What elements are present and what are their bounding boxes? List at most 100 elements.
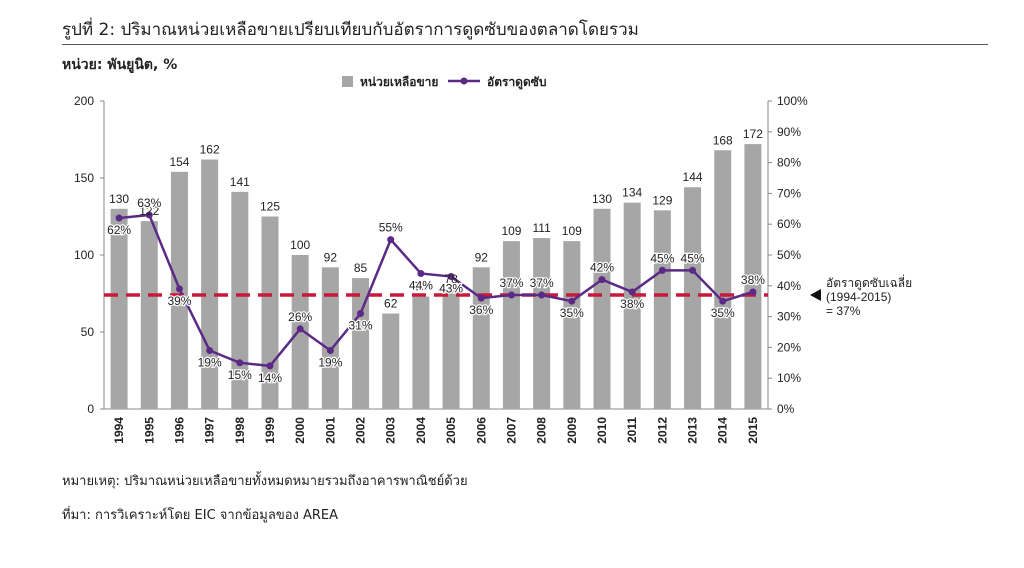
right-tick-label: 20%: [777, 340, 801, 354]
x-tick-label: 2001: [323, 417, 337, 444]
bar-value-label: 78: [444, 272, 458, 286]
bar-value-label: 141: [230, 175, 250, 189]
unit-label: หน่วย: พันยูนิต, %: [62, 57, 178, 73]
x-tick-label: 1998: [233, 417, 247, 444]
bar-2015: [744, 144, 762, 409]
bar-value-label: 122: [139, 204, 159, 218]
bar-2005: [442, 288, 460, 409]
absorption-point-2012: [658, 266, 666, 274]
rate-value-label: 19%: [318, 355, 342, 369]
absorption-point-1996: [175, 285, 183, 293]
bar-value-label: 109: [501, 224, 521, 238]
x-tick-label: 2005: [444, 417, 458, 444]
absorption-point-2003: [387, 236, 395, 244]
absorption-point-1999: [266, 362, 274, 370]
chart-title: รูปที่ 2: ปริมาณหน่วยเหลือขายเปรียบเทียบ…: [62, 20, 639, 40]
bar-value-label: 85: [354, 261, 368, 275]
x-tick-label: 2014: [716, 417, 730, 444]
bar-value-label: 144: [683, 170, 703, 184]
left-tick-label: 150: [74, 171, 94, 185]
x-tick-label: 1997: [203, 417, 217, 444]
rate-value-label: 62%: [107, 223, 131, 237]
absorption-point-2002: [357, 310, 365, 318]
x-tick-label: 1996: [172, 417, 186, 444]
bar-2007: [502, 241, 520, 409]
bar-2013: [684, 187, 702, 409]
bar-value-label: 134: [622, 186, 642, 200]
average-annotation-line: อัตราดูดซับเฉลี่ย: [826, 274, 912, 291]
bar-value-label: 111: [533, 221, 552, 235]
absorption-point-2006: [477, 294, 485, 302]
left-tick-label: 50: [81, 325, 95, 339]
bar-value-label: 92: [475, 250, 489, 264]
average-annotation-line: = 37%: [826, 304, 861, 318]
bar-2009: [563, 241, 581, 409]
rate-value-label: 45%: [681, 251, 705, 265]
absorption-point-1995: [145, 211, 153, 219]
rate-value-label: 35%: [711, 306, 735, 320]
title-divider: [62, 44, 988, 45]
x-tick-label: 1999: [263, 417, 277, 444]
rate-value-label: 37%: [530, 276, 554, 290]
bar-2003: [382, 313, 400, 409]
rate-value-label: 43%: [439, 282, 463, 296]
x-tick-label: 2003: [384, 417, 398, 444]
absorption-rate-line: [118, 213, 754, 368]
bar-2002: [352, 278, 370, 409]
absorption-point-2005: [447, 273, 455, 281]
bar-value-label: 130: [109, 192, 129, 206]
bar-value-label: 100: [290, 238, 310, 252]
x-tick-label: 2012: [655, 417, 669, 444]
rate-value-label: 38%: [741, 273, 765, 287]
absorption-point-2010: [598, 276, 606, 284]
average-annotation-line: (1994-2015): [826, 290, 891, 304]
legend-bar-swatch: [342, 76, 353, 87]
absorption-point-2009: [568, 297, 576, 305]
left-tick-label: 100: [74, 248, 94, 262]
right-tick-label: 100%: [777, 94, 808, 108]
bar-value-label: 168: [713, 133, 733, 147]
bar-value-label: 62: [384, 297, 398, 311]
right-tick-label: 50%: [777, 248, 801, 262]
x-tick-label: 2009: [565, 417, 579, 444]
bar-value-label: 129: [652, 193, 672, 207]
x-tick-label: 2010: [595, 417, 609, 444]
x-tick-label: 2006: [474, 417, 488, 444]
remark-note: หมายเหตุ: ปริมาณหน่วยเหลือขายทั้งหมดหมาย…: [62, 474, 468, 489]
right-tick-label: 30%: [777, 310, 801, 324]
bar-2010: [593, 208, 611, 409]
right-tick-label: 70%: [777, 186, 801, 200]
x-tick-label: 2002: [354, 417, 368, 444]
bar-2014: [714, 150, 732, 409]
bar-value-label: 73: [414, 280, 428, 294]
rate-value-label: 14%: [258, 371, 282, 385]
right-tick-label: 80%: [777, 156, 801, 170]
absorption-point-2000: [296, 325, 304, 333]
x-tick-label: 1994: [112, 417, 126, 444]
rate-value-label: 35%: [560, 306, 584, 320]
bar-value-label: 92: [324, 250, 338, 264]
x-tick-label: 2007: [504, 417, 518, 444]
x-tick-label: 2011: [625, 417, 639, 443]
rate-value-label: 39%: [167, 294, 191, 308]
legend-line-marker: [460, 77, 468, 85]
bar-1998: [231, 191, 249, 409]
bar-1995: [140, 221, 158, 409]
rate-value-label: 15%: [228, 368, 252, 382]
bar-2008: [533, 238, 551, 409]
chart: 0 50 100 150 200 0% 10% 20% 30% 40% 50% 60% 70% 80% 90…: [74, 75, 912, 444]
rate-value-label: 45%: [650, 251, 674, 265]
right-tick-label: 60%: [777, 217, 801, 231]
rate-value-label: 31%: [349, 319, 373, 333]
right-tick-label: 90%: [777, 125, 801, 139]
x-tick-label: 2008: [535, 417, 549, 444]
rate-value-label: 44%: [409, 278, 433, 292]
bar-value-label: 154: [169, 155, 189, 169]
legend-bar-label: หน่วยเหลือขาย: [360, 75, 438, 89]
absorption-point-2001: [326, 346, 334, 354]
absorption-point-2011: [628, 288, 636, 296]
bar-value-label: 125: [260, 200, 280, 214]
source-note: ที่มา: การวิเคราะห์โดย EIC จากข้อมูลของ …: [62, 508, 339, 523]
x-tick-label: 2000: [293, 417, 307, 444]
rate-value-label: 26%: [288, 310, 312, 324]
